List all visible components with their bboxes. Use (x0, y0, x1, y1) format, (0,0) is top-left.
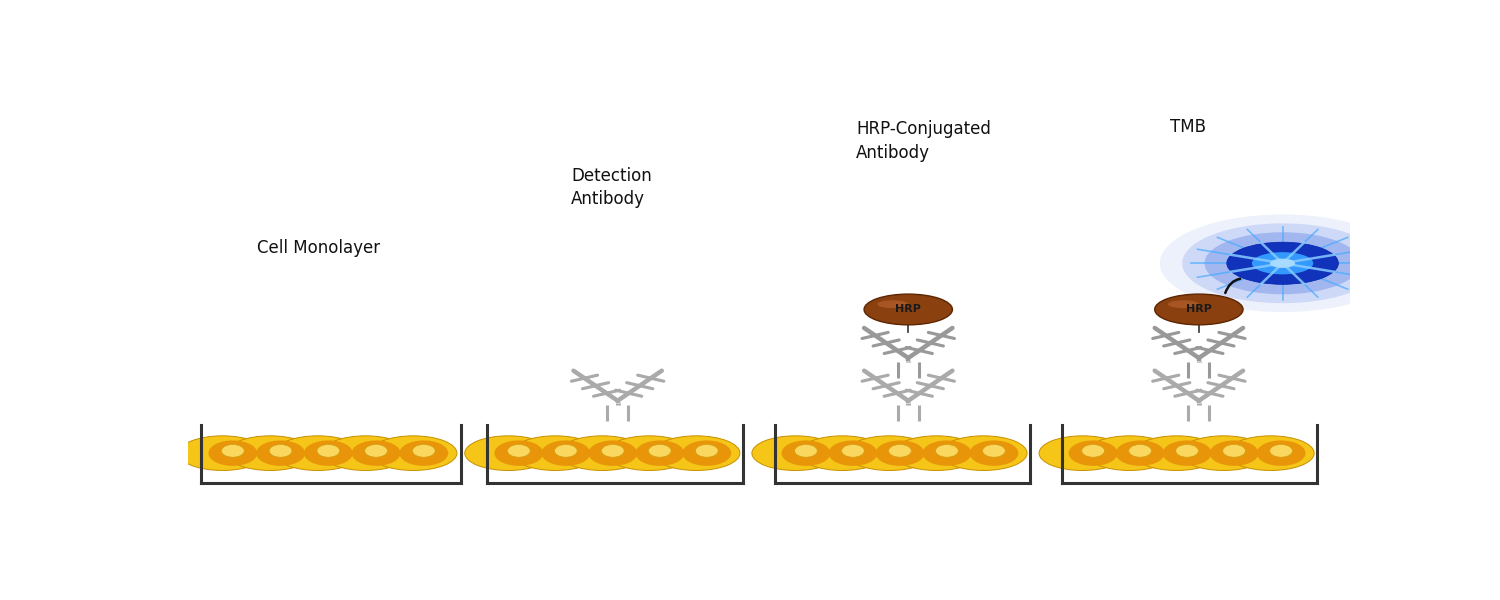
Ellipse shape (558, 436, 646, 470)
Ellipse shape (322, 436, 410, 470)
Circle shape (1160, 214, 1406, 312)
Ellipse shape (828, 440, 878, 466)
Ellipse shape (178, 436, 266, 470)
Text: Detection
Antibody: Detection Antibody (572, 167, 652, 208)
Text: HRP: HRP (896, 304, 921, 314)
Ellipse shape (922, 440, 972, 466)
Ellipse shape (940, 436, 1028, 470)
Ellipse shape (846, 436, 933, 470)
Ellipse shape (969, 440, 1018, 466)
Ellipse shape (512, 436, 598, 470)
Ellipse shape (795, 445, 818, 457)
Ellipse shape (888, 445, 912, 457)
Ellipse shape (1257, 440, 1305, 466)
Ellipse shape (209, 440, 258, 466)
Ellipse shape (1086, 436, 1173, 470)
Ellipse shape (1227, 242, 1338, 284)
Ellipse shape (555, 445, 578, 457)
Text: TMB: TMB (1170, 118, 1206, 136)
Ellipse shape (936, 445, 958, 457)
Ellipse shape (982, 445, 1005, 457)
Text: Cell Monolayer: Cell Monolayer (258, 239, 381, 257)
FancyArrowPatch shape (1226, 279, 1240, 293)
Ellipse shape (636, 440, 684, 466)
Ellipse shape (222, 445, 245, 457)
Ellipse shape (606, 436, 693, 470)
Ellipse shape (602, 445, 624, 457)
Ellipse shape (274, 436, 362, 470)
Text: HRP: HRP (1186, 304, 1212, 314)
Ellipse shape (399, 440, 448, 466)
Ellipse shape (682, 440, 730, 466)
Ellipse shape (1068, 440, 1118, 466)
Ellipse shape (800, 436, 886, 470)
Ellipse shape (1227, 436, 1314, 470)
Ellipse shape (864, 294, 952, 325)
Ellipse shape (1209, 440, 1258, 466)
Ellipse shape (1270, 259, 1294, 268)
Ellipse shape (507, 445, 530, 457)
Ellipse shape (316, 445, 339, 457)
Ellipse shape (465, 436, 552, 470)
Ellipse shape (369, 436, 458, 470)
Ellipse shape (351, 440, 400, 466)
Ellipse shape (256, 440, 304, 466)
Circle shape (1204, 232, 1360, 295)
Ellipse shape (1162, 440, 1212, 466)
Ellipse shape (652, 436, 740, 470)
Ellipse shape (1168, 300, 1198, 308)
Ellipse shape (782, 440, 831, 466)
Ellipse shape (752, 436, 839, 470)
Ellipse shape (1082, 445, 1104, 457)
Ellipse shape (1040, 436, 1126, 470)
Circle shape (1182, 223, 1383, 303)
Ellipse shape (842, 445, 864, 457)
Ellipse shape (364, 445, 387, 457)
Ellipse shape (696, 445, 718, 457)
Ellipse shape (268, 445, 292, 457)
Ellipse shape (542, 440, 590, 466)
Ellipse shape (1252, 252, 1314, 274)
Ellipse shape (226, 436, 314, 470)
Ellipse shape (648, 445, 670, 457)
Ellipse shape (413, 445, 435, 457)
Ellipse shape (1155, 294, 1244, 325)
Ellipse shape (1269, 445, 1293, 457)
Ellipse shape (1180, 436, 1268, 470)
Ellipse shape (304, 440, 352, 466)
Ellipse shape (1132, 436, 1220, 470)
Ellipse shape (1116, 440, 1164, 466)
Ellipse shape (1176, 445, 1198, 457)
Ellipse shape (495, 440, 543, 466)
Ellipse shape (876, 440, 924, 466)
Ellipse shape (1128, 445, 1152, 457)
Text: HRP-Conjugated
Antibody: HRP-Conjugated Antibody (856, 121, 992, 162)
Ellipse shape (588, 440, 638, 466)
Ellipse shape (878, 300, 908, 308)
Ellipse shape (892, 436, 980, 470)
Ellipse shape (1222, 445, 1245, 457)
